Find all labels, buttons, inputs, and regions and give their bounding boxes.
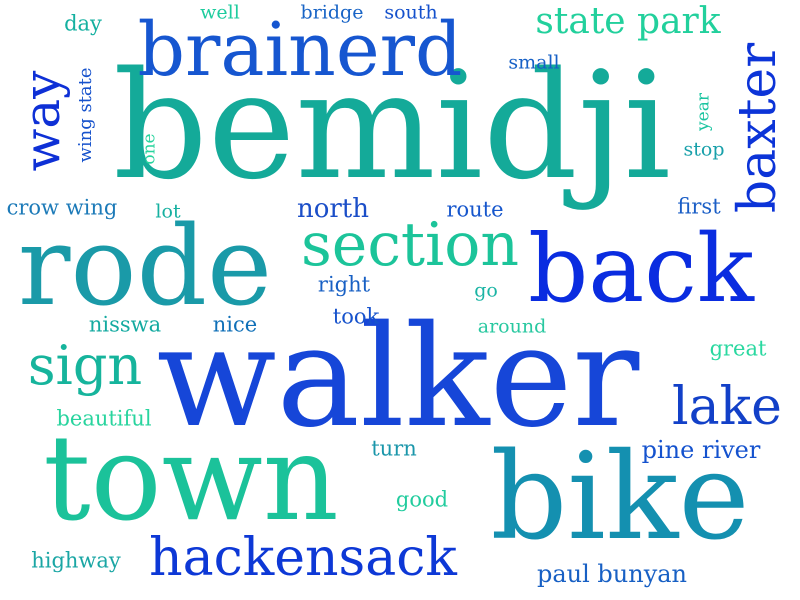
word-highway: highway xyxy=(31,548,121,573)
word-back: back xyxy=(528,215,754,324)
word-rode: rode xyxy=(17,202,273,330)
word-wing-state: wing state xyxy=(75,67,96,163)
word-first: first xyxy=(677,194,721,219)
word-year: year xyxy=(693,93,714,131)
word-section: section xyxy=(301,210,519,280)
word-town: town xyxy=(43,409,339,547)
word-baxter: baxter xyxy=(728,42,788,214)
word-state-park: state park xyxy=(535,1,721,42)
word-paul-bunyan: paul bunyan xyxy=(536,560,688,588)
word-north: north xyxy=(296,194,370,224)
word-sign: sign xyxy=(27,334,143,397)
word-well: well xyxy=(200,1,240,24)
word-stop: stop xyxy=(683,138,725,161)
word-lot: lot xyxy=(155,200,181,223)
word-crow-wing: crow wing xyxy=(6,195,118,220)
word-nice: nice xyxy=(212,312,258,337)
word-nisswa: nisswa xyxy=(88,312,162,337)
word-great: great xyxy=(709,336,767,361)
word-bike: bike xyxy=(490,428,750,567)
word-took: took xyxy=(332,304,380,329)
word-around: around xyxy=(477,315,547,338)
word-right: right xyxy=(317,272,371,297)
word-south: south xyxy=(384,1,438,24)
word-walker: walker xyxy=(156,296,640,459)
word-route: route xyxy=(446,197,504,222)
word-brainerd: brainerd xyxy=(137,7,463,93)
word-bridge: bridge xyxy=(300,1,364,24)
word-day: day xyxy=(64,11,102,36)
word-beautiful: beautiful xyxy=(56,406,152,431)
word-turn: turn xyxy=(371,436,417,461)
word-good: good xyxy=(395,487,449,512)
word-way: way xyxy=(13,70,71,172)
word-bemidji: bemidji xyxy=(113,40,671,212)
word-hackensack: hackensack xyxy=(149,528,457,588)
word-small: small xyxy=(508,51,560,74)
word-lake: lake xyxy=(672,377,782,437)
word-one: one xyxy=(139,133,160,165)
word-go: go xyxy=(474,279,498,302)
word-pine-river: pine river xyxy=(641,436,761,464)
